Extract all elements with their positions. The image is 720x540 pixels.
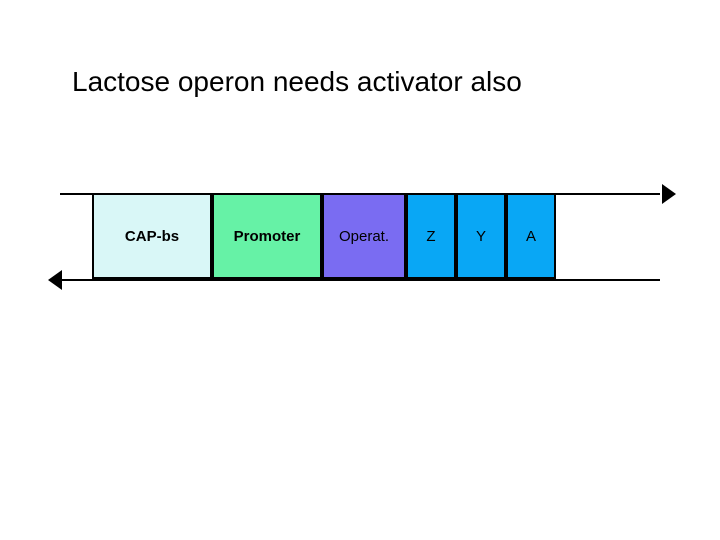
segment-gene-z: Z (406, 193, 456, 279)
segment-label: Y (476, 228, 486, 245)
dna-bottom-strand (60, 279, 660, 281)
segment-gene-y: Y (456, 193, 506, 279)
arrow-right-icon (662, 184, 676, 204)
segment-label: Operat. (339, 228, 389, 245)
diagram-title: Lactose operon needs activator also (72, 66, 522, 98)
segment-promoter: Promoter (212, 193, 322, 279)
segment-label: Promoter (234, 228, 301, 245)
segment-label: Z (426, 228, 435, 245)
segment-label: A (526, 228, 536, 245)
segment-operator: Operat. (322, 193, 406, 279)
segment-cap-bs: CAP-bs (92, 193, 212, 279)
segment-gene-a: A (506, 193, 556, 279)
arrow-left-icon (48, 270, 62, 290)
segment-label: CAP-bs (125, 228, 179, 245)
